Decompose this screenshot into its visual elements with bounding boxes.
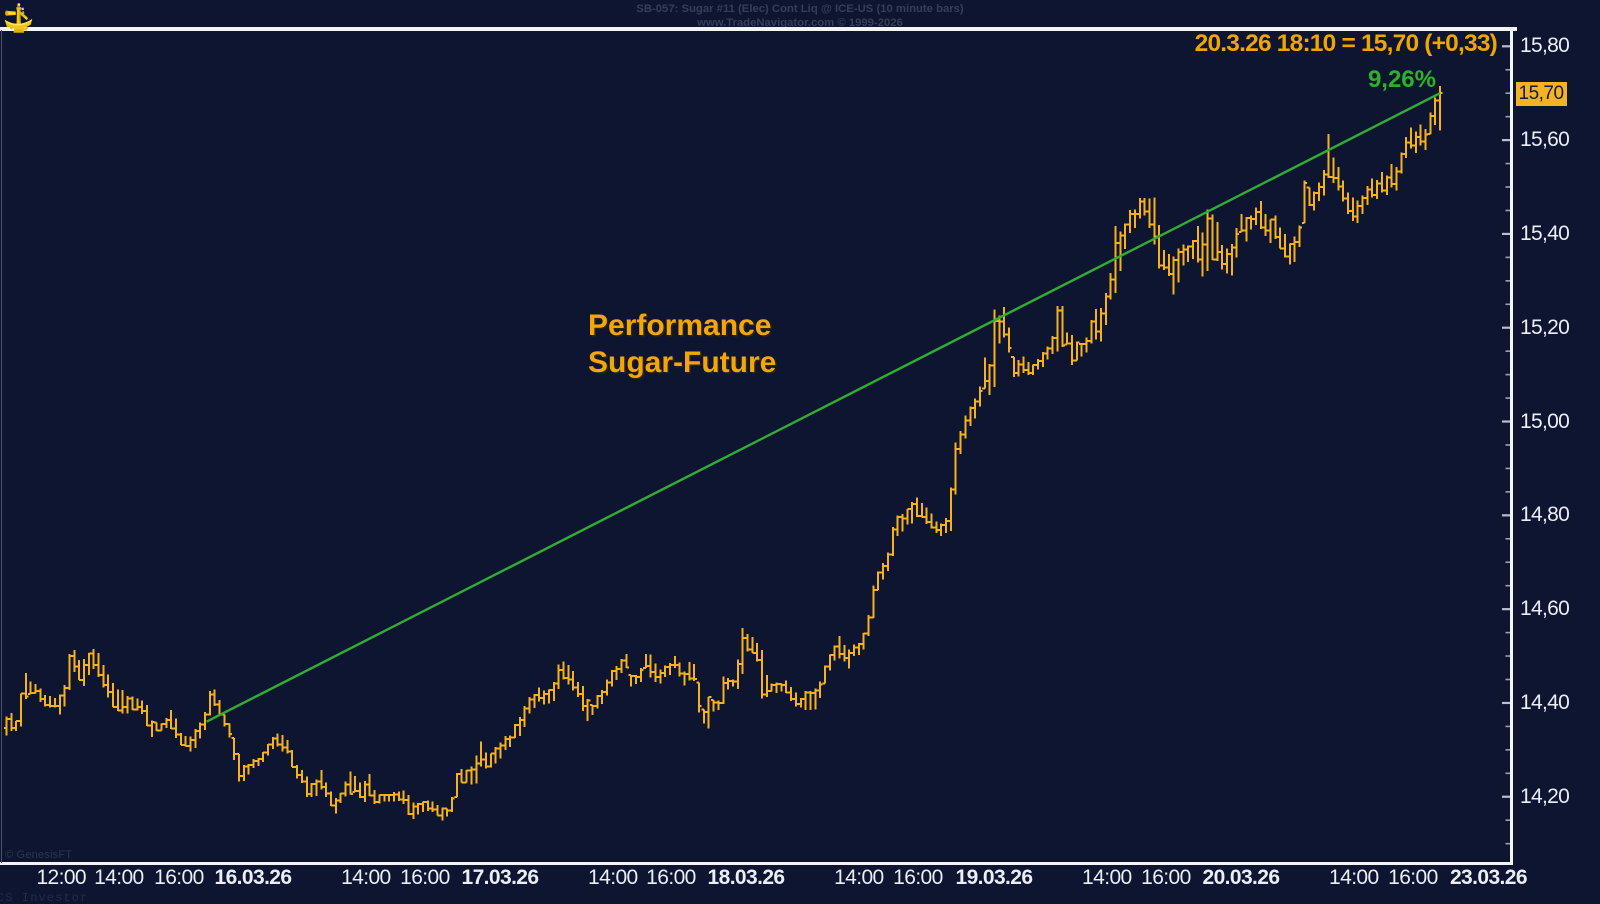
- y-axis-label: 14,20: [1520, 784, 1570, 808]
- logo-shape: [4, 18, 33, 26]
- y-axis-ticks: [1502, 45, 1510, 845]
- y-axis-label: 14,60: [1520, 597, 1570, 621]
- logo-shape: [18, 9, 22, 27]
- logo-shape: [5, 10, 9, 16]
- x-axis-time-label: 16:00: [1141, 866, 1191, 889]
- x-axis-time-label: 14:00: [588, 866, 638, 889]
- y-axis-label: 15,80: [1520, 34, 1570, 58]
- y-axis-label: 14,40: [1520, 690, 1570, 714]
- x-axis-time-label: 16:00: [400, 866, 450, 889]
- x-axis-time-label: 14:00: [341, 866, 391, 889]
- logo-shape: [13, 29, 24, 33]
- ohlc-price-bars: [3, 86, 1443, 821]
- trendline-percent-label: 9,26%: [1367, 66, 1436, 93]
- x-axis-time-label: 16:00: [154, 866, 204, 889]
- x-axis-date-label: 20.03.26: [1202, 866, 1280, 889]
- sextant-logo-icon: [4, 3, 33, 33]
- logo-shape: [6, 12, 16, 14]
- logo-shape: [25, 27, 27, 31]
- x-axis-date-label: 23.03.26: [1449, 866, 1528, 889]
- x-axis-time-label: 16:00: [646, 866, 696, 889]
- chart-title-source: www.TradeNavigator.com © 1999-2026: [697, 16, 903, 29]
- logo-shape: [18, 3, 20, 6]
- last-price-tag: 15,70: [1515, 81, 1567, 106]
- logo-shape: [24, 16, 29, 21]
- chart-title: SB-057: Sugar #11 (Elec) Cont Liq @ ICE-…: [0, 3, 1600, 30]
- y-axis-label: 15,40: [1520, 221, 1570, 245]
- x-axis-time-label: 14:00: [1329, 866, 1379, 889]
- x-axis-time-label: 12:00: [36, 866, 86, 889]
- logo-shape: [6, 24, 29, 31]
- plot-left-border: [0, 30, 2, 863]
- x-axis-time-label: 14:00: [834, 866, 884, 889]
- sextant-logo-art: [4, 3, 33, 33]
- x-axis-time-label: 16:00: [1388, 866, 1438, 889]
- genesisft-copyright: © GenesisFT: [5, 849, 73, 861]
- logo-shape: [22, 11, 25, 14]
- performance-annotation-line1: Performance: [588, 309, 772, 342]
- y-axis-label: 15,00: [1520, 409, 1570, 433]
- top-separator-line: [0, 26, 1517, 31]
- x-axis-time-label: 14:00: [1082, 866, 1132, 889]
- x-axis-date-label: 17.03.26: [461, 866, 540, 889]
- chart-title-symbol: SB-057: Sugar #11 (Elec) Cont Liq @ ICE-…: [636, 3, 964, 15]
- y-axis-label: 14,80: [1520, 503, 1570, 527]
- performance-annotation-line2: Sugar-Future: [588, 345, 777, 379]
- logo-shape: [21, 7, 24, 11]
- x-axis-time-label: 16:00: [893, 866, 943, 889]
- performance-annotation: Performance Sugar-Future: [588, 308, 776, 381]
- x-axis-time-label: 14:00: [94, 866, 144, 889]
- cs-investor-watermark: CS Investor: [0, 891, 89, 904]
- y-axis-label: 15,20: [1520, 315, 1570, 339]
- logo-shape: [22, 28, 27, 30]
- x-axis-date-label: 16.03.26: [214, 866, 293, 889]
- last-quote-readout: 20.3.26 18:10 = 15,70 (+0,33): [1194, 29, 1498, 57]
- x-axis-date-label: 19.03.26: [955, 866, 1034, 889]
- logo-shape: [4, 18, 33, 29]
- x-axis-date-label: 18.03.26: [707, 866, 786, 889]
- trendline[interactable]: [205, 92, 1441, 723]
- y-axis-label: 15,60: [1520, 128, 1570, 152]
